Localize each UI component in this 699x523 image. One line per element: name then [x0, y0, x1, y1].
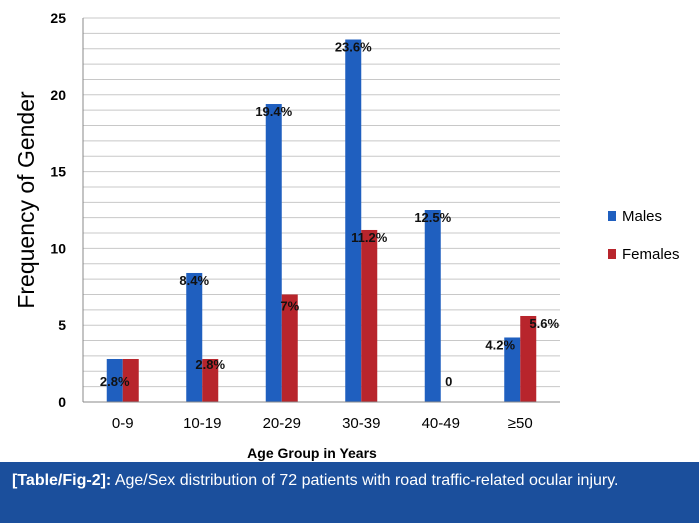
y-tick-label: 0: [58, 394, 66, 410]
caption-label: [Table/Fig-2]:: [12, 472, 112, 489]
y-tick-label: 10: [50, 240, 66, 256]
data-label: 12.5%: [414, 210, 451, 225]
legend-label-females: Females: [622, 246, 680, 263]
x-axis-title: Age Group in Years: [247, 445, 377, 461]
legend-label-males: Males: [622, 208, 662, 225]
data-label: 0: [445, 374, 452, 389]
legend-swatch-males: [608, 211, 616, 221]
caption-text: Age/Sex distribution of 72 patients with…: [114, 472, 619, 489]
data-label: 8.4%: [179, 273, 209, 288]
chart: 0 5 10 15 20 25 2.8% 8.4% 2.8% 19.4% 7% 23.6% 11.2%…: [0, 0, 699, 462]
bar-males-3: [345, 39, 362, 403]
gridlines: [83, 17, 560, 403]
legend-swatch-females: [608, 249, 616, 259]
bar-females-1: [202, 358, 219, 402]
data-label: 2.8%: [100, 374, 130, 389]
y-tick-label: 15: [50, 164, 66, 180]
bar-females-5: [520, 315, 537, 402]
figure-caption: [Table/Fig-2]: Age/Sex distribution of 7…: [0, 462, 699, 523]
bar-females-3: [361, 229, 378, 402]
x-tick-label: 10-19: [183, 415, 221, 432]
data-label: 5.6%: [529, 316, 559, 331]
bar-males-4: [424, 210, 441, 402]
bar-males-2: [265, 104, 282, 403]
y-tick-label: 20: [50, 87, 66, 103]
bar-males-1: [186, 272, 203, 402]
data-label: 2.8%: [195, 357, 225, 372]
bar-males-5: [504, 337, 521, 402]
y-tick-labels: 0 5 10 15 20 25: [50, 10, 66, 410]
data-label: 19.4%: [255, 104, 292, 119]
x-tick-label: 20-29: [263, 415, 301, 432]
legend: Males Females: [608, 208, 680, 263]
data-label: 23.6%: [335, 40, 372, 55]
bar-males-0: [106, 358, 123, 402]
y-tick-label: 5: [58, 317, 66, 333]
x-tick-label: 30-39: [342, 415, 380, 432]
y-tick-label: 25: [50, 10, 66, 26]
data-label: 11.2%: [351, 230, 388, 245]
x-tick-label: ≥50: [508, 415, 533, 432]
data-label: 4.2%: [485, 337, 515, 352]
x-tick-label: 40-49: [422, 415, 460, 432]
bar-females-2: [281, 294, 298, 402]
y-axis-title: Frequency of Gender: [13, 91, 39, 309]
bars: [106, 39, 537, 403]
x-tick-label: 0-9: [112, 415, 134, 432]
x-tick-labels: 0-9 10-19 20-29 30-39 40-49 ≥50: [112, 415, 533, 432]
bar-females-0: [122, 358, 139, 402]
data-labels: 2.8% 8.4% 2.8% 19.4% 7% 23.6% 11.2% 12.5% 0 4.2% 5…: [100, 40, 560, 389]
data-label: 7%: [280, 298, 299, 313]
